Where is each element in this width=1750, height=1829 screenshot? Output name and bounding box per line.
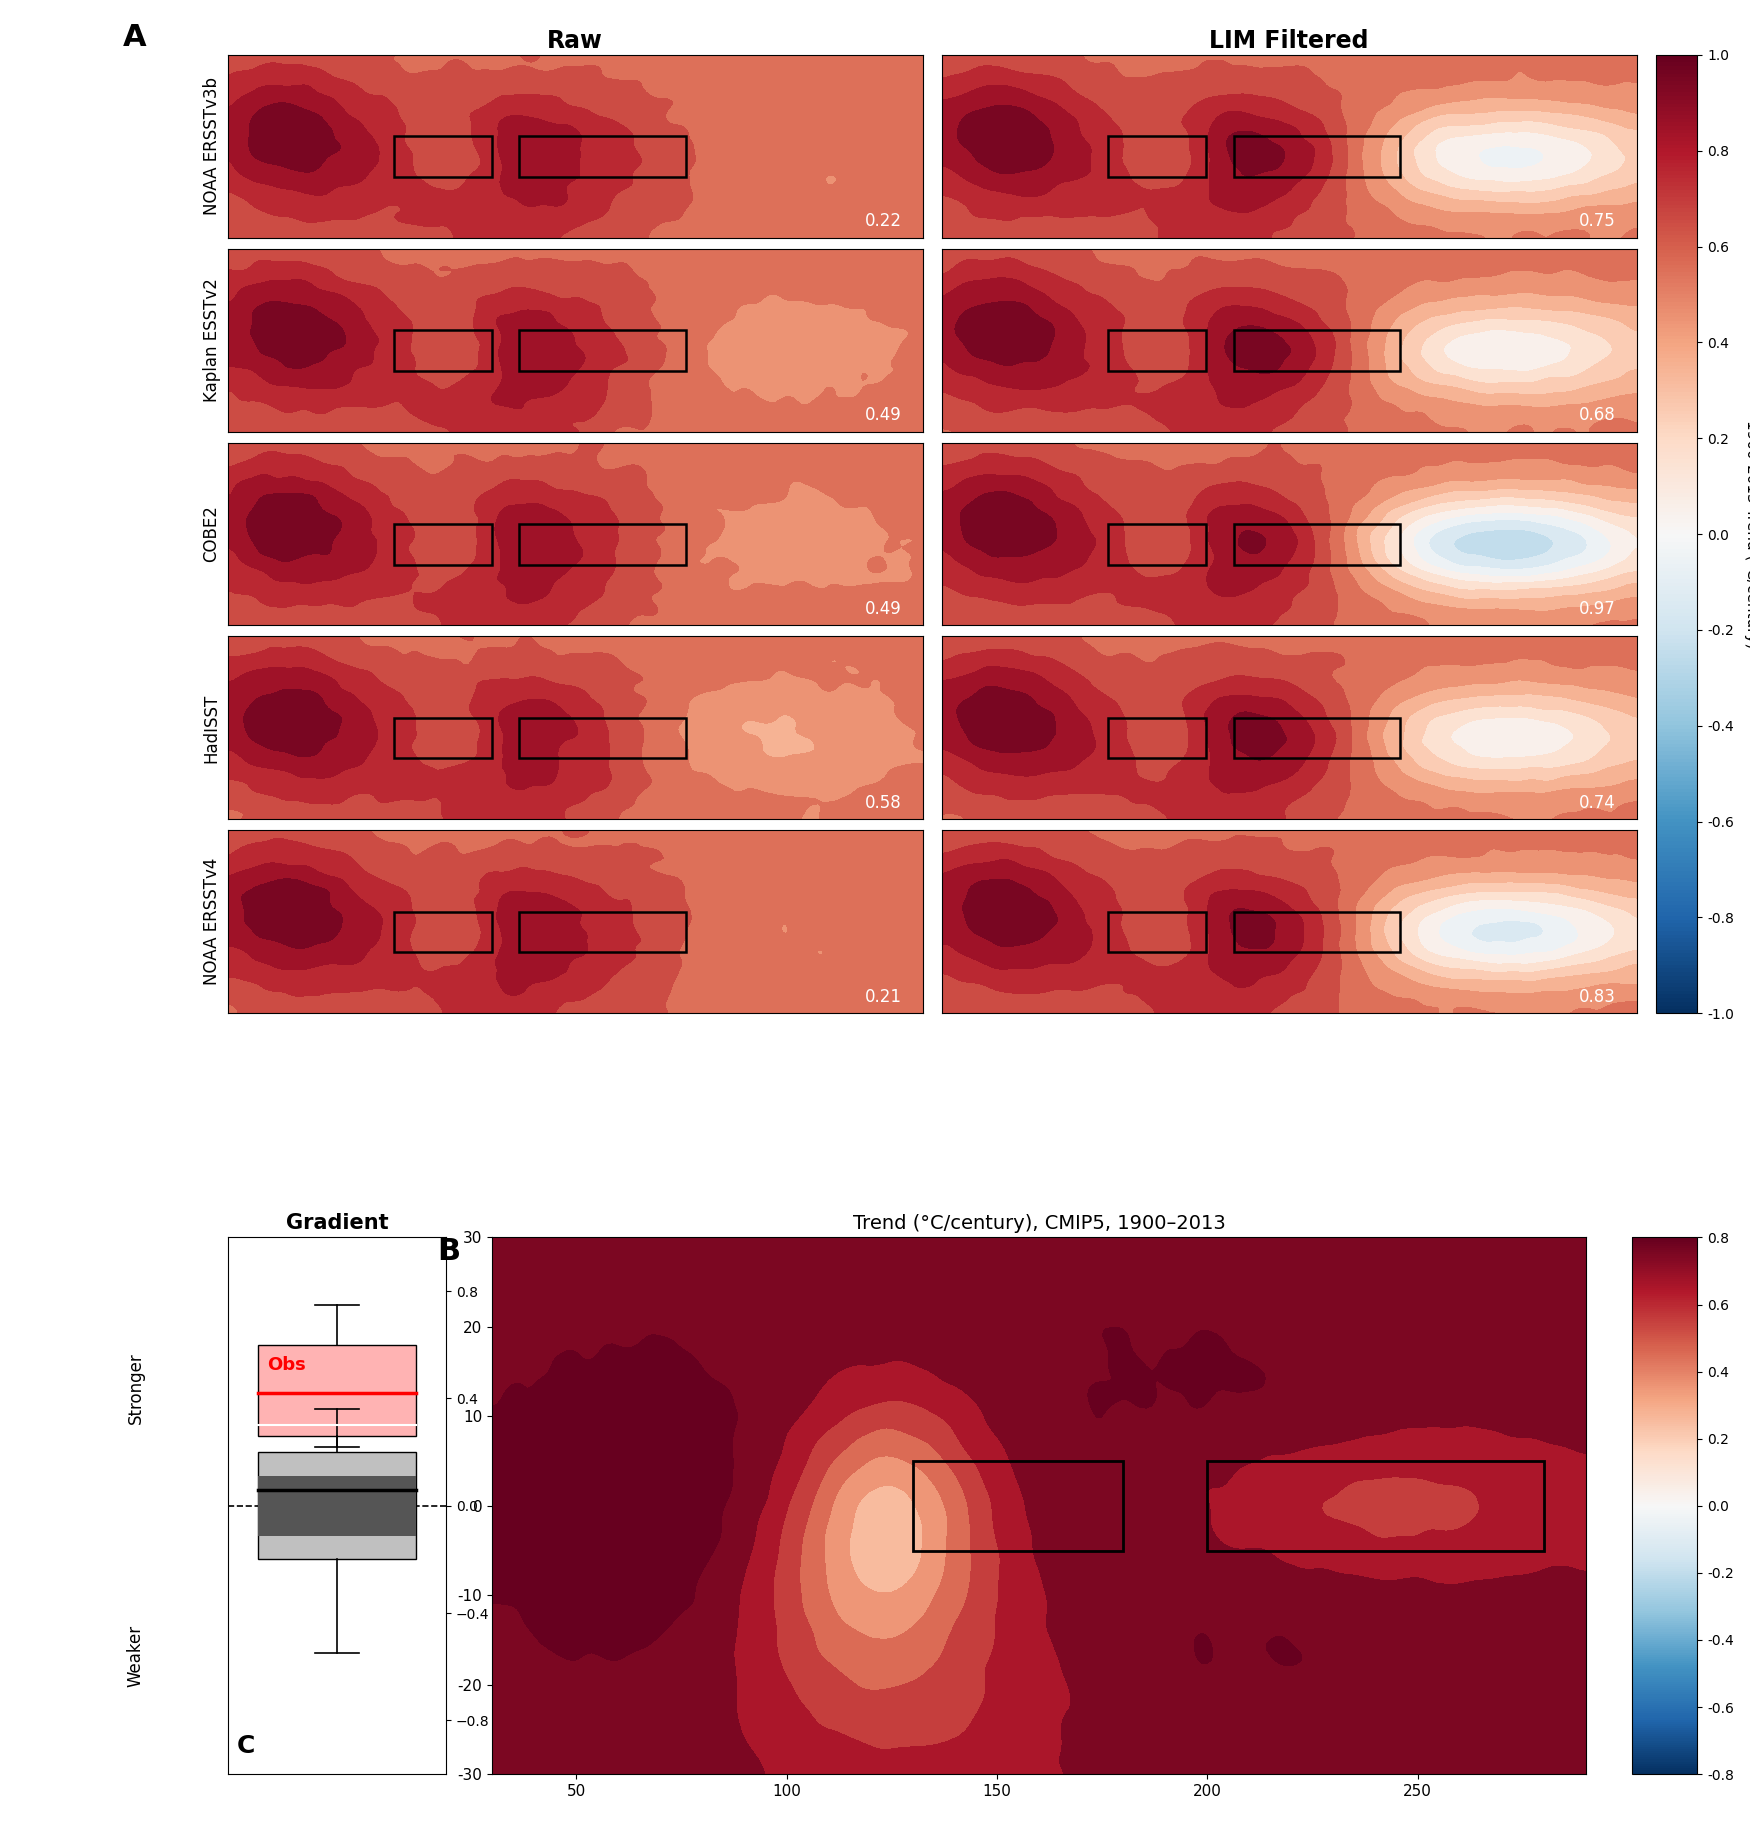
Bar [520, 523, 686, 565]
Bar [1108, 135, 1206, 177]
Title: Trend (°C/century), CMIP5, 1900–2013: Trend (°C/century), CMIP5, 1900–2013 [852, 1214, 1225, 1233]
Text: 0.83: 0.83 [1578, 988, 1615, 1006]
Bar [1108, 717, 1206, 759]
Text: 0.49: 0.49 [864, 600, 901, 618]
Bar [257, 1476, 416, 1536]
Title: LIM Filtered: LIM Filtered [1209, 29, 1369, 53]
Y-axis label: HadISST: HadISST [203, 693, 220, 763]
Text: 0.22: 0.22 [864, 212, 901, 230]
Bar [1108, 911, 1206, 953]
Bar [520, 717, 686, 759]
Bar [1234, 717, 1400, 759]
Bar [520, 135, 686, 177]
Bar [394, 329, 492, 371]
Bar [394, 911, 492, 953]
Text: 0.49: 0.49 [864, 406, 901, 424]
Bar [257, 1344, 416, 1436]
Y-axis label: NOAA ERSSTv4: NOAA ERSSTv4 [203, 858, 220, 986]
Title: Gradient: Gradient [285, 1213, 388, 1233]
Bar [1234, 911, 1400, 953]
Text: 0.21: 0.21 [864, 988, 901, 1006]
Bar [520, 911, 686, 953]
Title: Raw: Raw [548, 29, 604, 53]
Bar [257, 1452, 416, 1560]
Text: 0.74: 0.74 [1578, 794, 1615, 812]
Y-axis label: 1900-2013 Trend (°C/century): 1900-2013 Trend (°C/century) [1745, 421, 1750, 647]
Bar [1108, 329, 1206, 371]
Bar [1234, 523, 1400, 565]
Text: A: A [123, 22, 147, 51]
Text: Weaker: Weaker [126, 1624, 145, 1686]
Y-axis label: COBE2: COBE2 [203, 505, 220, 563]
Bar [1108, 523, 1206, 565]
Bar [1208, 1461, 1544, 1551]
Text: Obs: Obs [268, 1355, 306, 1374]
Text: 0.75: 0.75 [1578, 212, 1615, 230]
Text: 0.68: 0.68 [1578, 406, 1615, 424]
Bar [914, 1461, 1124, 1551]
Text: B: B [438, 1238, 460, 1266]
Bar [1234, 329, 1400, 371]
Text: Stronger: Stronger [126, 1352, 145, 1423]
Bar [394, 135, 492, 177]
Y-axis label: Kaplan ESSTv2: Kaplan ESSTv2 [203, 278, 220, 402]
Bar [520, 329, 686, 371]
Bar [394, 717, 492, 759]
Text: C: C [236, 1734, 256, 1758]
Text: 0.97: 0.97 [1578, 600, 1615, 618]
Y-axis label: NOAA ERSSTv3b: NOAA ERSSTv3b [203, 77, 220, 216]
Bar [1234, 135, 1400, 177]
Text: 0.58: 0.58 [864, 794, 901, 812]
Bar [394, 523, 492, 565]
